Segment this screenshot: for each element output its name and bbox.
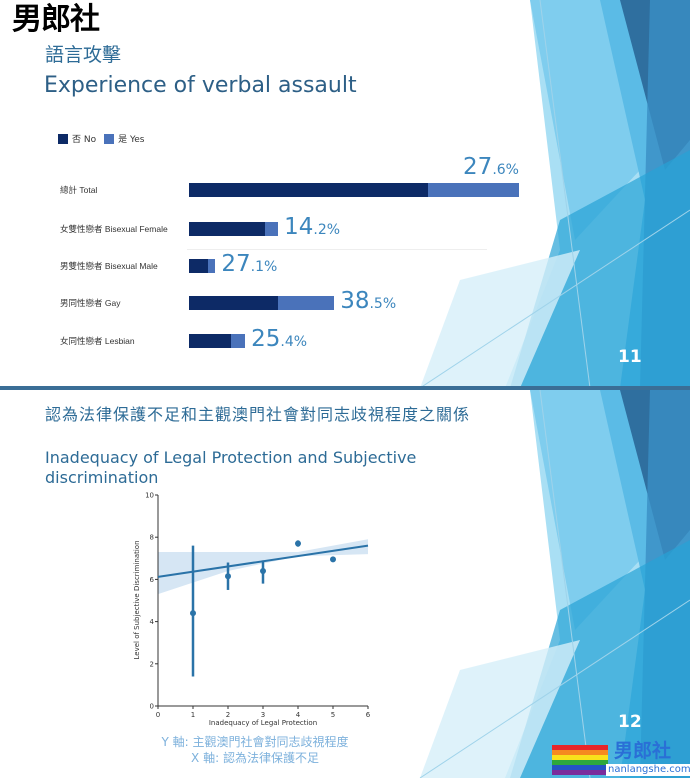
x-tick-label: 3 (261, 711, 265, 719)
y-tick-label: 10 (145, 492, 154, 500)
x-tick-label: 1 (191, 711, 195, 719)
y-tick-label: 2 (150, 660, 154, 668)
x-tick-label: 4 (296, 711, 301, 719)
value-dec: .1% (250, 259, 278, 275)
bar-no (189, 259, 209, 273)
x-axis-label: Inadequacy of Legal Protection (209, 719, 317, 727)
bar-category-label: 女同性戀者 Lesbian (60, 336, 135, 346)
bar-no (189, 183, 428, 197)
value-dec: .6% (492, 162, 519, 178)
bar-category-label: 男雙性戀者 Bisexual Male (60, 261, 158, 271)
data-point (295, 540, 301, 547)
logo-url: nanlangshe.com (606, 764, 690, 776)
bar-value-label: 27.1% (221, 251, 277, 280)
bar-category-label: 男同性戀者 Gay (60, 298, 121, 308)
bar-category-label: 女雙性戀者 Bisexual Female (60, 224, 168, 234)
value-int: 14 (284, 214, 314, 240)
slide-title-en: Inadequacy of Legal Protection and Subje… (45, 448, 417, 487)
value-dec: .4% (280, 334, 308, 350)
legend-swatch-no (58, 133, 68, 144)
x-axis-note: X 軸: 認為法律保護不足 (191, 751, 319, 765)
bar-no (189, 222, 266, 236)
slide-separator (0, 386, 690, 390)
site-logo: 男郎社 nanlangshe.com (552, 740, 690, 776)
logo-text: 男郎社 (614, 740, 672, 762)
x-tick-label: 0 (156, 711, 160, 719)
y-axis-label: Level of Subjective Discrimination (133, 540, 141, 659)
bar-value-label: 38.5% (340, 288, 396, 317)
value-dec: .5% (369, 296, 397, 312)
value-int: 27 (221, 251, 251, 277)
bar-category-label: 總計 Total (60, 185, 98, 195)
y-tick-label: 0 (150, 703, 154, 711)
data-point (330, 556, 336, 563)
slide-decoration (419, 390, 690, 778)
legend-label-no: 否 No (72, 135, 97, 145)
slide-12: 認為法律保護不足和主觀澳門社會對同志歧視程度之關係 Inadequacy of … (0, 390, 690, 778)
slide-title-zh: 語言攻擊 (45, 44, 122, 66)
x-tick-label: 5 (331, 711, 335, 719)
bar-yes (427, 183, 519, 197)
page-number: 12 (618, 712, 642, 732)
bar-value-label: 14.2% (284, 214, 340, 243)
divider (187, 249, 487, 250)
slide-11: 語言攻擊 Experience of verbal assault 否 No 是… (0, 0, 690, 388)
bar-no (189, 334, 231, 348)
value-int: 25 (251, 326, 281, 352)
data-point (190, 610, 196, 617)
y-axis-note: Y 軸: 主觀澳門社會對同志歧視程度 (161, 735, 349, 749)
bar-yes (230, 334, 246, 348)
legend-swatch-yes (104, 133, 115, 144)
value-int: 38 (340, 288, 370, 314)
page-number: 11 (618, 347, 642, 367)
bar-value-label: 27.6% (463, 154, 519, 183)
bar-yes (208, 259, 216, 273)
bar-no (189, 296, 279, 310)
y-tick-label: 6 (150, 576, 155, 584)
y-tick-label: 4 (150, 618, 155, 626)
y-tick-label: 8 (150, 534, 154, 542)
slide-decoration (419, 0, 690, 388)
bar-value-label: 25.4% (251, 326, 307, 355)
value-dec: .2% (313, 222, 341, 238)
rainbow-flag-icon (552, 745, 608, 775)
data-point (225, 573, 231, 580)
slide-title-zh: 認為法律保護不足和主觀澳門社會對同志歧視程度之關係 (45, 405, 471, 424)
watermark: 男郎社 (12, 2, 100, 37)
legend-label-yes: 是 Yes (118, 135, 145, 145)
data-point (260, 567, 266, 574)
value-int: 27 (463, 154, 493, 180)
slide-title-en: Experience of verbal assault (44, 73, 357, 98)
x-tick-label: 6 (366, 711, 371, 719)
chart-legend: 否 No 是 Yes (58, 132, 145, 145)
bar-yes (278, 296, 335, 310)
x-tick-label: 2 (226, 711, 230, 719)
bar-yes (265, 222, 279, 236)
